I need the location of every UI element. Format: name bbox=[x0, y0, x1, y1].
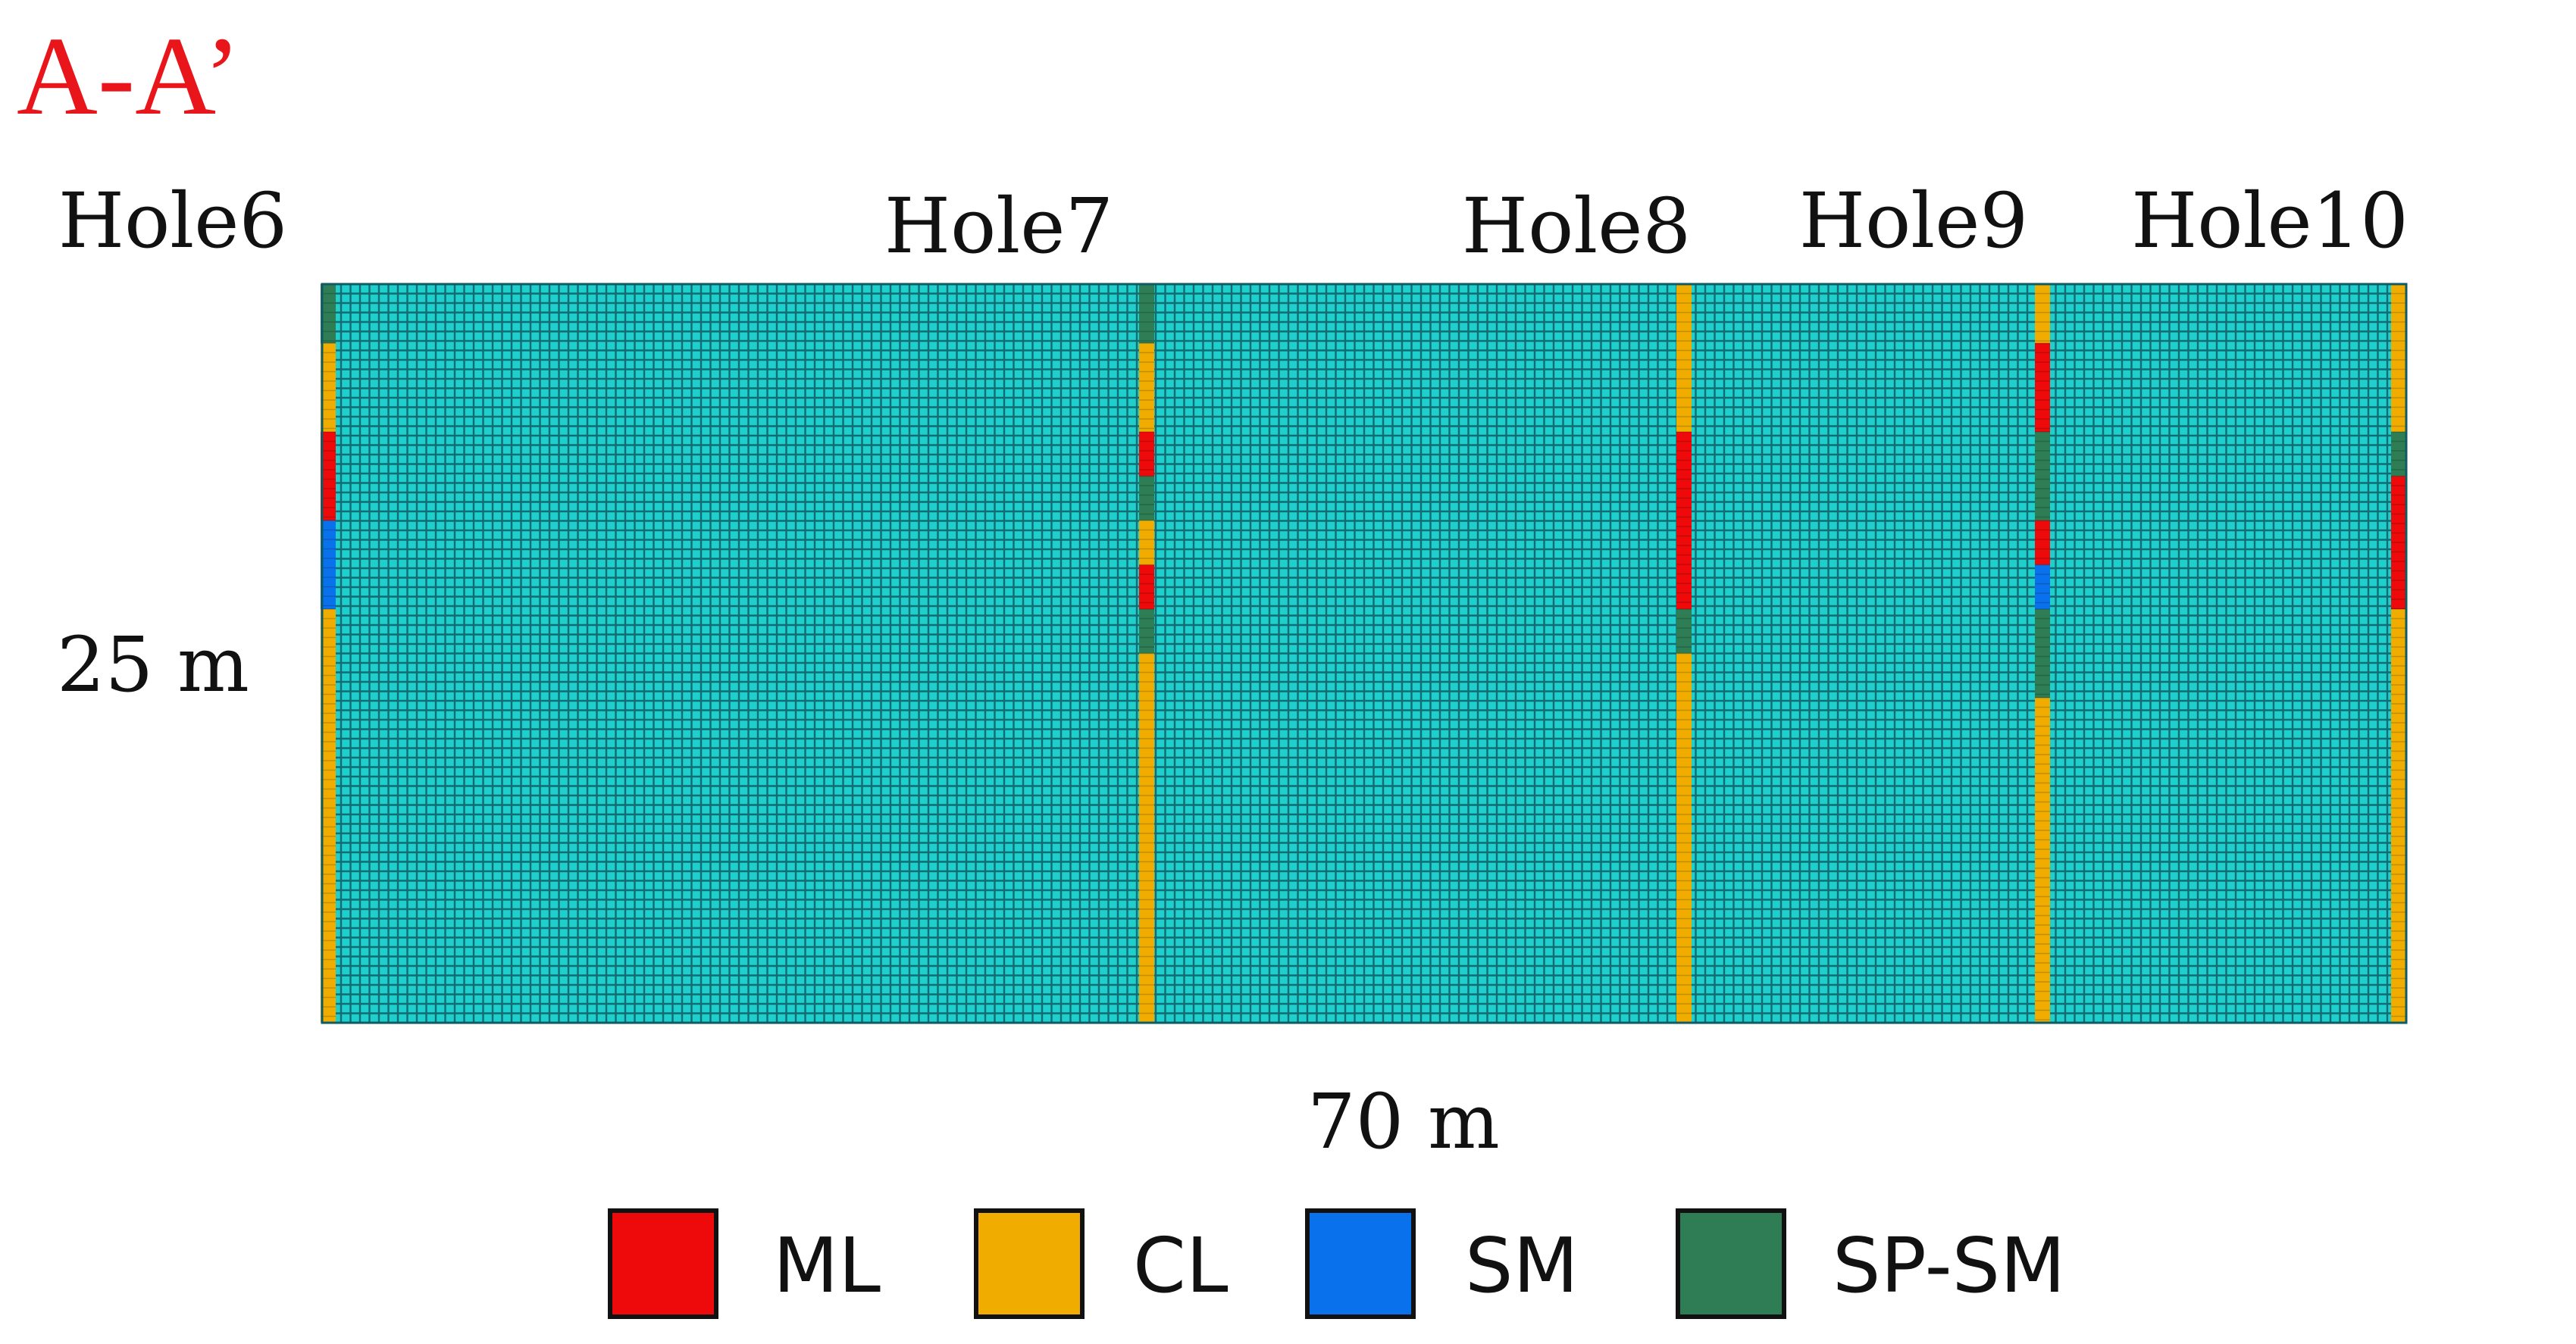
depth-label: 25 m bbox=[57, 620, 249, 709]
width-label: 70 m bbox=[1307, 1077, 1500, 1166]
layer-cl bbox=[1676, 284, 1692, 432]
layer-sp-sm bbox=[2035, 432, 2050, 520]
section-title: A-A’ bbox=[17, 14, 241, 139]
borehole-hole6 bbox=[321, 283, 336, 1023]
layer-sp-sm bbox=[1139, 609, 1154, 654]
layer-ml bbox=[2035, 343, 2050, 432]
layer-cl bbox=[321, 609, 336, 1023]
layer-sp-sm bbox=[1139, 284, 1154, 343]
layer-ml bbox=[2391, 476, 2406, 609]
legend-label: CL bbox=[1133, 1221, 1229, 1310]
borehole-label-hole9: Hole9 bbox=[1799, 177, 2028, 265]
layer-sm bbox=[2035, 564, 2050, 609]
borehole-label-hole10: Hole10 bbox=[2131, 177, 2409, 265]
borehole-label-hole6: Hole6 bbox=[58, 177, 287, 265]
layer-cl bbox=[1139, 343, 1154, 432]
layer-ml bbox=[321, 432, 336, 520]
layer-sm bbox=[321, 520, 336, 609]
layer-sp-sm bbox=[1139, 476, 1154, 520]
layer-cl bbox=[1139, 520, 1154, 565]
legend-item-cl: CL bbox=[974, 1208, 1229, 1319]
layer-sp-sm bbox=[1676, 609, 1692, 654]
legend: ML CL SM SP-SM bbox=[608, 1208, 2065, 1319]
legend-swatch bbox=[1676, 1208, 1786, 1319]
mesh-grid bbox=[322, 284, 2406, 1023]
borehole-labels: Hole6 Hole7 Hole8 Hole9 Hole10 bbox=[58, 177, 2409, 270]
layer-cl bbox=[2035, 698, 2050, 1023]
layer-cl bbox=[2391, 284, 2406, 432]
borehole-hole7 bbox=[1139, 283, 1154, 1023]
layer-ml bbox=[1139, 432, 1154, 477]
legend-item-sm: SM bbox=[1305, 1208, 1579, 1319]
legend-swatch bbox=[608, 1208, 718, 1319]
layer-cl bbox=[1139, 653, 1154, 1023]
layer-cl bbox=[2035, 284, 2050, 343]
legend-label: ML bbox=[773, 1221, 881, 1310]
layer-sp-sm bbox=[2391, 432, 2406, 477]
borehole-hole10 bbox=[2391, 283, 2406, 1023]
legend-label: SP-SM bbox=[1833, 1221, 2065, 1310]
legend-item-sp-sm: SP-SM bbox=[1676, 1208, 2065, 1319]
legend-swatch bbox=[1305, 1208, 1416, 1319]
layer-cl bbox=[1676, 653, 1692, 1023]
borehole-label-hole8: Hole8 bbox=[1462, 182, 1691, 270]
legend-swatch bbox=[974, 1208, 1085, 1319]
borehole-hole8 bbox=[1676, 283, 1692, 1023]
mesh-border bbox=[321, 283, 2408, 1024]
layer-ml bbox=[1139, 564, 1154, 609]
layer-sp-sm bbox=[321, 284, 336, 343]
layer-ml bbox=[1676, 432, 1692, 609]
borehole-hole9 bbox=[2035, 283, 2050, 1023]
layer-cl bbox=[321, 343, 336, 432]
mesh-grid-lines bbox=[322, 284, 2406, 1023]
legend-label: SM bbox=[1465, 1221, 1579, 1310]
borehole-label-hole7: Hole7 bbox=[884, 182, 1113, 270]
layer-sp-sm bbox=[2035, 609, 2050, 698]
layer-ml bbox=[2035, 520, 2050, 565]
borehole-strips bbox=[321, 283, 2406, 1023]
legend-item-ml: ML bbox=[608, 1208, 881, 1319]
layer-cl bbox=[2391, 609, 2406, 1023]
